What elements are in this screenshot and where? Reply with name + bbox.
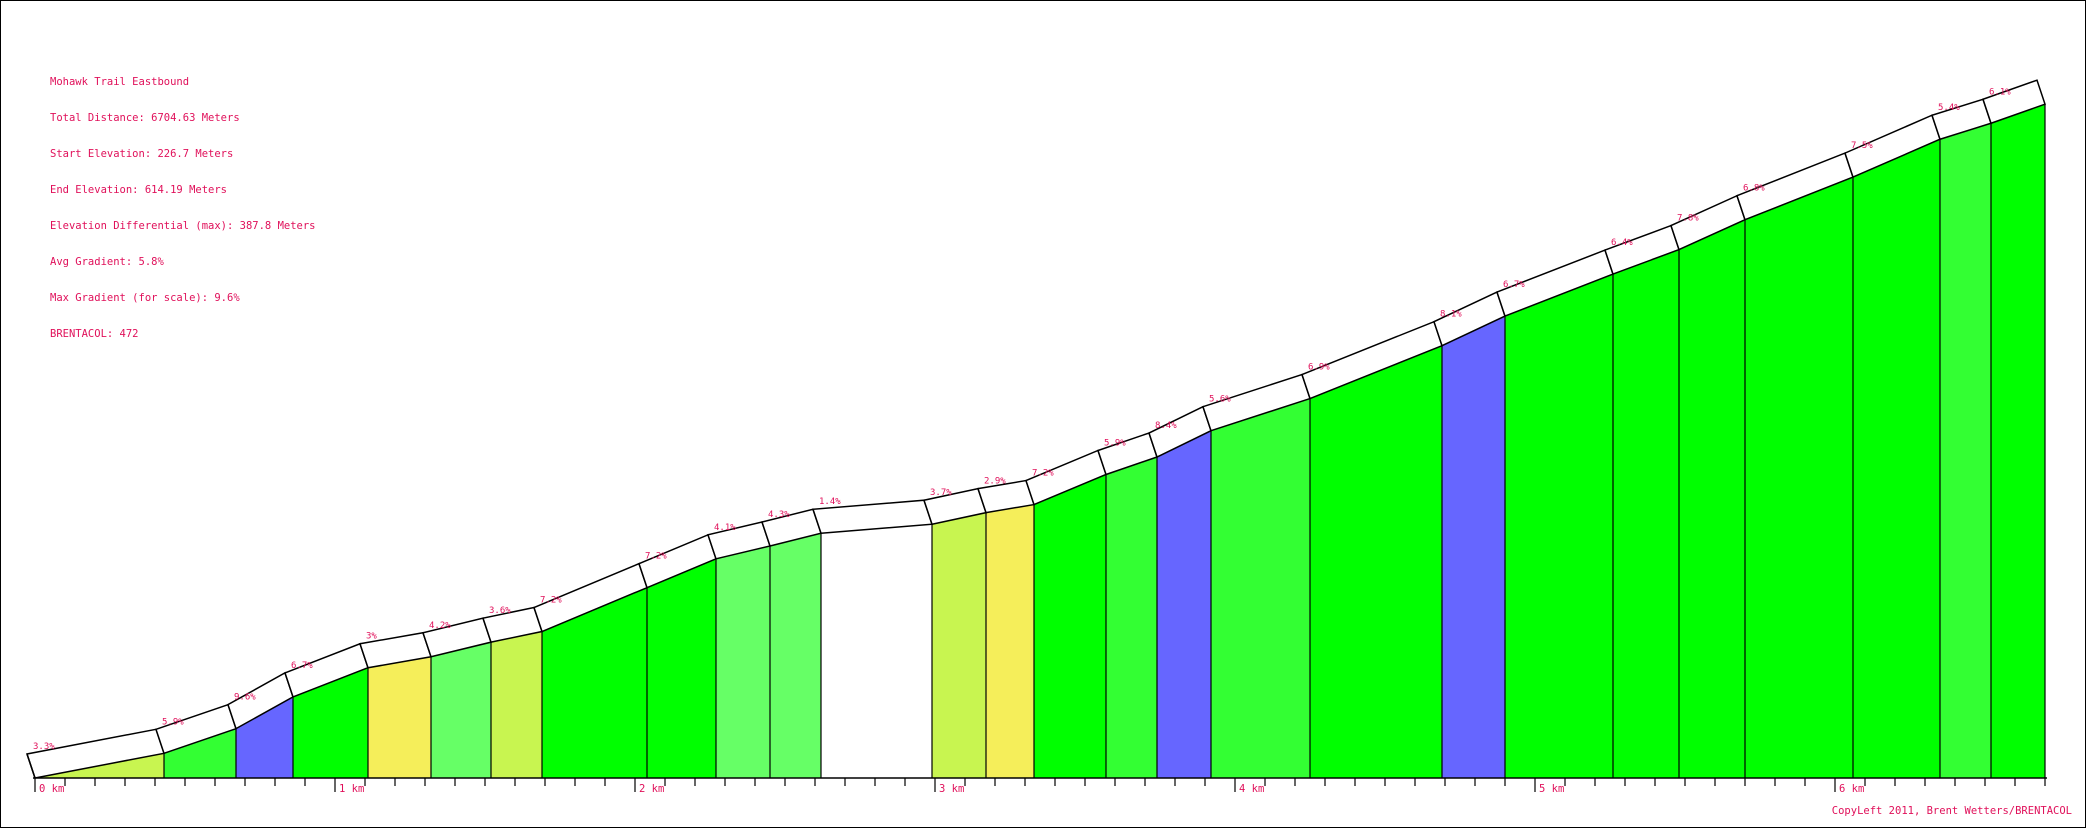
- info-avg-gradient: Avg Gradient: 5.8%: [50, 256, 164, 268]
- gradient-labels: 3.3% 5.9% 9.6% 6.7% 3% 4.2% 3.6% 7.2% 7.2% 4.1% 4.…: [33, 87, 2011, 752]
- info-end-elevation: End Elevation: 614.19 Meters: [50, 184, 228, 196]
- gradient-label: 8.4%: [1155, 421, 1177, 431]
- info-total-distance: Total Distance: 6704.63 Meters: [50, 112, 240, 124]
- gradient-label: 7.2%: [1032, 469, 1054, 479]
- segment-fill: [932, 512, 986, 778]
- gradient-label: 5.4%: [1938, 103, 1960, 113]
- gradient-label: 6.9%: [1308, 363, 1330, 373]
- segment-fill: [1745, 177, 1853, 779]
- segment-fill: [1853, 139, 1940, 778]
- segment-fill: [1211, 398, 1310, 778]
- segment-fill: [647, 558, 716, 778]
- gradient-label: 3%: [366, 632, 377, 642]
- gradient-label: 3.6%: [489, 606, 511, 616]
- gradient-label: 5.9%: [1104, 438, 1126, 448]
- gradient-label: 2.9%: [984, 477, 1006, 487]
- gradient-label: 5.6%: [1209, 395, 1231, 405]
- segment-fill: [1613, 249, 1679, 778]
- segment-fill: [1034, 474, 1106, 778]
- gradient-label: 7.8%: [1677, 214, 1699, 224]
- segment-dividers: [26, 104, 2046, 779]
- gradient-label: 3.3%: [33, 742, 55, 752]
- segment-fill: [431, 642, 491, 778]
- segment-fill: [716, 545, 770, 778]
- segment-fill: [491, 631, 542, 778]
- info-panel: Mohawk Trail Eastbound Total Distance: 6…: [50, 52, 316, 364]
- info-brentacol: BRENTACOL: 472: [50, 328, 139, 340]
- segment-fill: [1505, 274, 1613, 778]
- gradient-label: 4.2%: [429, 621, 451, 631]
- segment-fill: [1310, 345, 1442, 778]
- x-tick-label: 1 km: [339, 783, 364, 795]
- info-elevation-differential: Elevation Differential (max): 387.8 Mete…: [50, 220, 316, 232]
- gradient-label: 7.2%: [540, 596, 562, 606]
- segment-fill: [1991, 104, 2045, 778]
- segment-fill: [293, 667, 368, 778]
- gradient-label: 7.2%: [645, 552, 667, 562]
- segment-fill: [821, 524, 932, 778]
- segment-fill: [986, 504, 1034, 778]
- x-tick-label: 3 km: [939, 783, 964, 795]
- road-start-edge: [26, 753, 36, 779]
- road-segment: [1982, 79, 2046, 125]
- segment-fill: [1157, 430, 1211, 778]
- x-tick-label: 5 km: [1539, 783, 1564, 795]
- segment-fills: [35, 104, 2045, 779]
- gradient-label: 7.5%: [1851, 141, 1873, 151]
- segment-fill: [368, 656, 431, 778]
- segment-fill: [1679, 219, 1745, 778]
- gradient-label: 4.1%: [714, 523, 736, 533]
- road-ribbon: [26, 79, 2046, 779]
- x-tick-label: 0 km: [39, 783, 64, 795]
- x-tick-label: 4 km: [1239, 783, 1264, 795]
- info-title: Mohawk Trail Eastbound: [50, 76, 190, 88]
- segment-fill: [164, 728, 236, 778]
- gradient-label: 6.7%: [291, 661, 313, 671]
- gradient-label: 4.3%: [768, 510, 790, 520]
- gradient-label: 6.4%: [1611, 238, 1633, 248]
- x-tick-label: 6 km: [1839, 783, 1864, 795]
- gradient-label: 3.7%: [930, 488, 952, 498]
- segment-fill: [1940, 123, 1991, 779]
- info-start-elevation: Start Elevation: 226.7 Meters: [50, 148, 234, 160]
- gradient-label: 6.8%: [1743, 184, 1765, 194]
- x-tick-label: 2 km: [639, 783, 664, 795]
- segment-fill: [770, 533, 821, 778]
- copyleft-notice: CopyLeft 2011, Brent Wetters/BRENTACOL: [1831, 805, 2072, 817]
- gradient-label: 8.1%: [1440, 310, 1462, 320]
- segment-fill: [236, 696, 293, 778]
- segment-fill: [1106, 457, 1157, 778]
- x-axis: 0 km 1 km 2 km 3 km 4 km 5 km 6 km: [33, 777, 2047, 795]
- gradient-label: 9.6%: [234, 693, 256, 703]
- info-max-gradient: Max Gradient (for scale): 9.6%: [50, 292, 240, 304]
- segment-fill: [542, 587, 647, 778]
- gradient-label: 5.9%: [162, 717, 184, 727]
- gradient-label: 1.4%: [819, 497, 841, 507]
- gradient-label: 6.1%: [1989, 87, 2011, 97]
- gradient-label: 6.7%: [1503, 280, 1525, 290]
- segment-fill: [1442, 316, 1505, 778]
